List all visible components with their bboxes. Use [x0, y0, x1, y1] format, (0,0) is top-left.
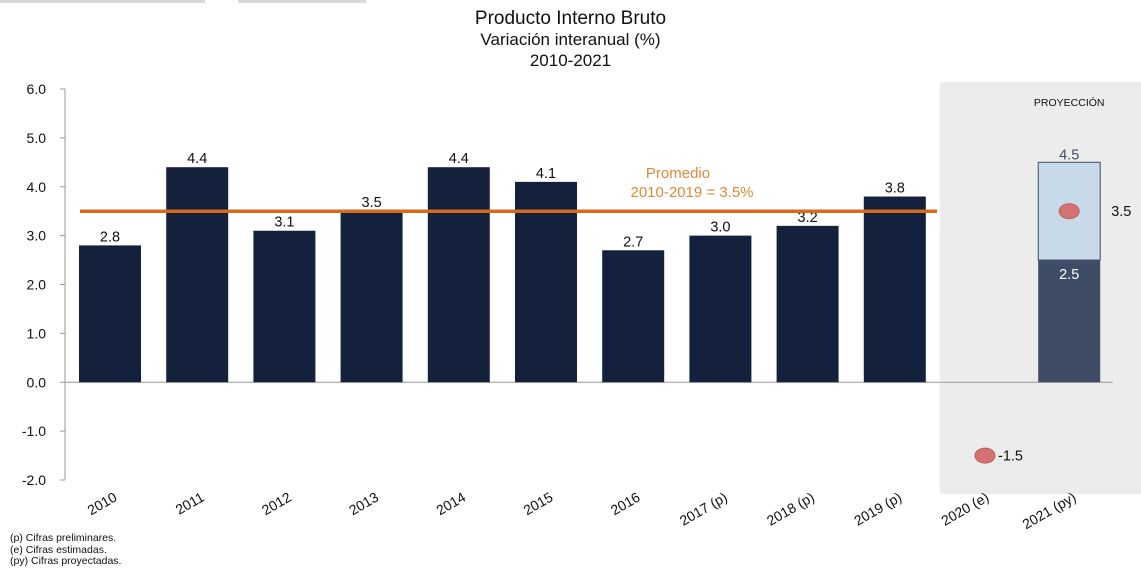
footnotes: (p) Cifras preliminares. (e) Cifras esti… — [10, 532, 122, 568]
bar — [515, 181, 577, 383]
bar-value-label: 3.8 — [885, 181, 905, 197]
estimate-point — [974, 447, 996, 464]
y-tick-label: 4.0 — [27, 179, 47, 195]
x-tick-label: 2018 (p) — [764, 489, 817, 529]
bar-value-label: 4.4 — [449, 151, 469, 167]
y-tick-label: 3.0 — [27, 228, 47, 244]
header-decoration-right — [238, 0, 366, 3]
bar — [79, 245, 141, 383]
x-tick-label: 2012 — [259, 489, 294, 519]
bar-value-label: 3.2 — [798, 210, 818, 226]
x-tick-label: 2020 (e) — [938, 489, 991, 529]
bar — [689, 235, 752, 383]
bar — [863, 196, 926, 383]
x-tick-label: 2015 — [521, 489, 556, 519]
y-tick-label: 2.0 — [27, 277, 47, 293]
footnote-preliminary: (p) Cifras preliminares. — [10, 532, 117, 544]
projection-panel-label: PROYECCIÓN — [1034, 96, 1105, 109]
projection-low-label: 2.5 — [1059, 267, 1079, 283]
footnote-estimated: (e) Cifras estimadas. — [10, 543, 107, 556]
header-decoration-left — [0, 0, 205, 3]
bar — [340, 211, 403, 383]
projection-range-low — [1038, 260, 1101, 383]
bar-value-label: 4.4 — [187, 151, 207, 167]
bar-value-label: 2.8 — [100, 229, 120, 245]
y-tick-label: 0.0 — [27, 374, 47, 390]
projection-point-label: 3.5 — [1111, 204, 1131, 220]
x-tick-label: 2014 — [433, 489, 468, 519]
y-tick-label: 6.0 — [27, 81, 47, 97]
bar-value-label: 3.1 — [274, 215, 294, 231]
projection-high-label: 4.5 — [1059, 147, 1079, 163]
x-tick-label: 2013 — [346, 489, 381, 519]
y-tick-label: -2.0 — [22, 472, 46, 488]
average-label-line1: Promedio — [646, 165, 710, 182]
estimate-point-label: -1.5 — [998, 449, 1023, 465]
y-tick-label: 1.0 — [27, 325, 47, 341]
bar — [166, 167, 229, 383]
bar — [253, 230, 316, 383]
x-tick-label: 2021 (py) — [1019, 489, 1078, 532]
x-tick-label: 2011 — [173, 489, 207, 518]
x-tick-label: 2016 — [608, 489, 643, 519]
y-tick-label: 5.0 — [27, 130, 47, 146]
x-tick-label: 2019 (p) — [851, 489, 904, 529]
bar-value-label: 3.0 — [710, 220, 730, 236]
projection-point — [1058, 203, 1080, 220]
bar-value-label: 4.1 — [536, 166, 556, 182]
x-tick-label: 2010 — [85, 489, 120, 519]
bar-value-label: 2.7 — [623, 234, 643, 250]
bar — [602, 250, 665, 383]
y-tick-label: -1.0 — [22, 423, 46, 439]
average-label-line2: 2010-2019 = 3.5% — [630, 184, 753, 201]
bar-value-label: 3.5 — [362, 195, 382, 211]
bar — [427, 167, 490, 383]
x-tick-label: 2017 (p) — [677, 489, 730, 529]
bar — [776, 225, 839, 383]
footnote-projected: (py) Cifras proyectadas. — [10, 555, 122, 567]
